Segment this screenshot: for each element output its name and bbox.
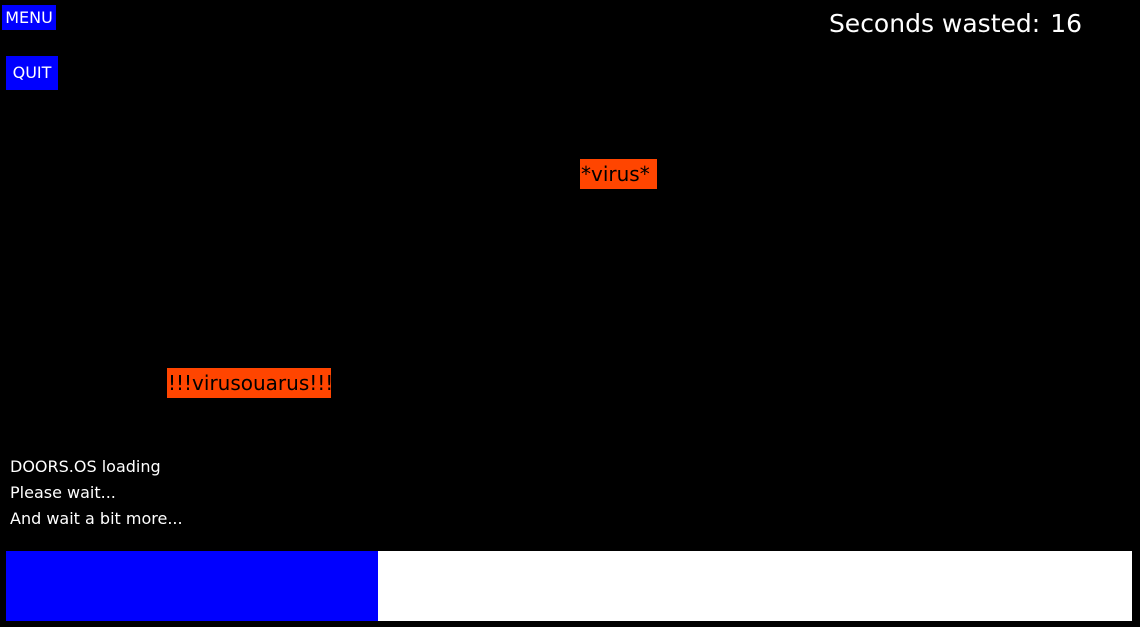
loading-progress-bar <box>6 551 1132 621</box>
virus-target[interactable]: !!!virusouarus!!! <box>167 368 333 398</box>
quit-button[interactable]: QUIT <box>6 56 58 90</box>
loading-line: DOORS.OS loading <box>10 457 161 476</box>
timer-label: Seconds wasted: <box>828 9 1041 38</box>
timer-value: 16 <box>1050 9 1082 38</box>
loading-line: And wait a bit more... <box>10 509 183 528</box>
loading-message: DOORS.OS loading Please wait... And wait… <box>10 454 183 532</box>
progress-fill <box>6 551 378 621</box>
seconds-wasted-counter: Seconds wasted: 16 <box>829 8 1082 40</box>
virus-target[interactable]: *virus* <box>580 159 657 189</box>
loading-line: Please wait... <box>10 483 116 502</box>
menu-button[interactable]: MENU <box>2 5 56 30</box>
